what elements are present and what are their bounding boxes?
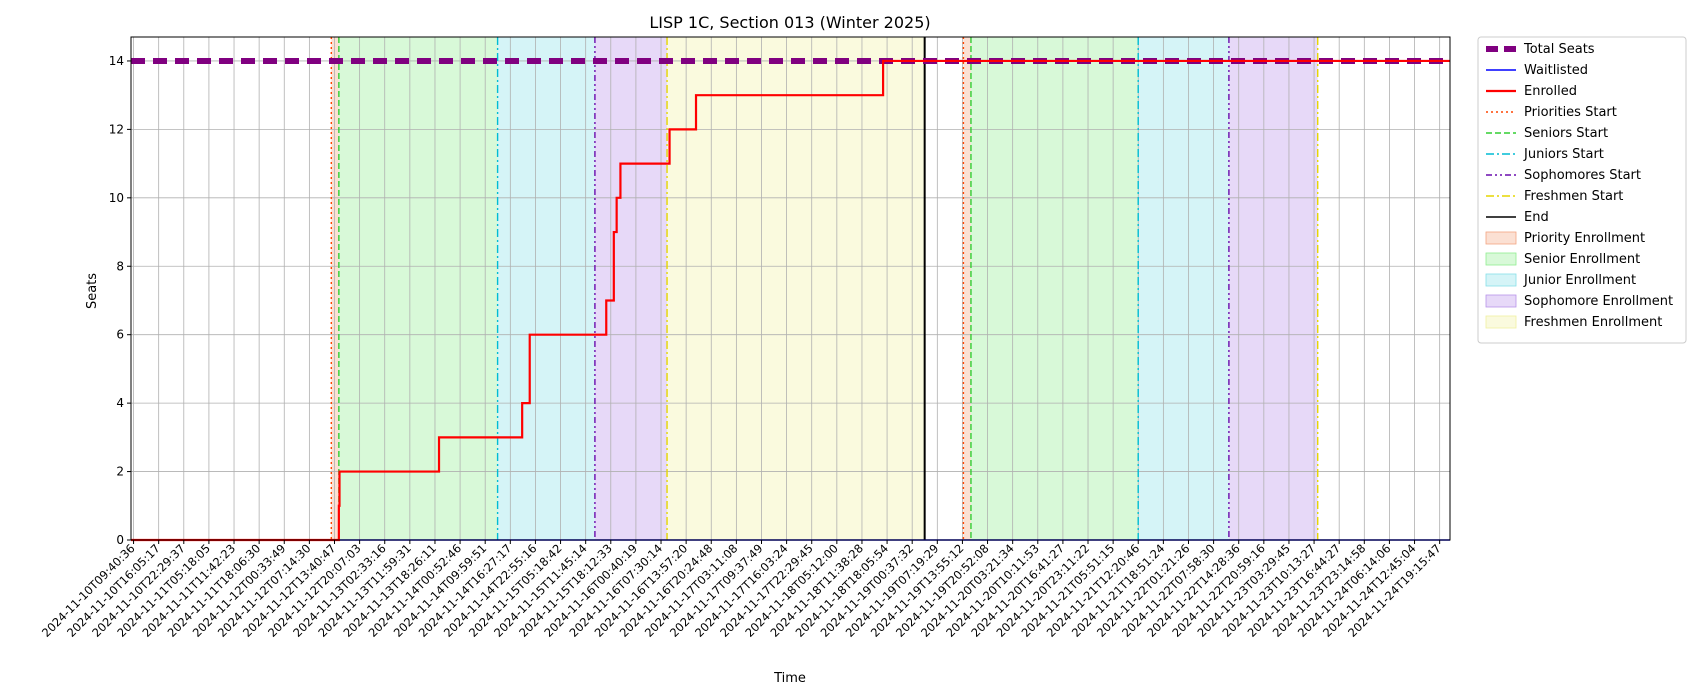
legend-box (1477, 36, 1687, 344)
legend-label-enrolled: Enrolled (1524, 84, 1577, 99)
plot-border (130, 36, 1451, 541)
legend-label-total-seats: Total Seats (1523, 42, 1595, 57)
band-1 (338, 37, 498, 540)
y-tick-label-0: 0 (116, 533, 124, 547)
band-0 (331, 37, 339, 540)
x-axis-label: Time (773, 671, 806, 686)
legend-label-sophomore-enrollment: Sophomore Enrollment (1524, 294, 1673, 309)
band-7 (1138, 37, 1229, 540)
plot-area (131, 37, 1450, 540)
y-tick-label-6: 12 (109, 122, 124, 136)
legend-label-priority-enrollment: Priority Enrollment (1524, 231, 1645, 246)
plot-frame (130, 36, 1451, 541)
band-3 (594, 37, 668, 540)
y-tick-label-7: 14 (109, 54, 124, 68)
y-tick-label-1: 2 (116, 465, 124, 479)
x-axis: 2024-11-10T09:40:362024-11-10T16:05:1720… (39, 540, 1444, 640)
phase-bands (331, 37, 1318, 540)
legend-label-sophomores-start: Sophomores Start (1524, 168, 1641, 183)
legend-label-freshmen-enrollment: Freshmen Enrollment (1524, 315, 1662, 330)
legend-swatch-junior-enrollment (1485, 273, 1517, 287)
legend-label-freshmen-start: Freshmen Start (1524, 189, 1623, 204)
legend-label-end: End (1524, 210, 1549, 225)
legend-swatch-priority-enrollment (1485, 231, 1517, 245)
series-enrolled (131, 59, 1450, 542)
band-8 (1228, 37, 1318, 540)
legend: Total Seats Waitlisted Enrolled Priorities … (1477, 36, 1687, 344)
band-5 (963, 37, 971, 540)
legend-swatch-freshmen-enrollment (1485, 315, 1517, 329)
legend-label-seniors-start: Seniors Start (1524, 126, 1608, 141)
legend-label-priorities-start: Priorities Start (1524, 105, 1617, 120)
band-4 (667, 37, 925, 540)
y-tick-label-2: 4 (116, 396, 124, 410)
phase-markers (330, 37, 1319, 540)
y-tick-label-3: 6 (116, 328, 124, 342)
legend-label-waitlisted: Waitlisted (1524, 63, 1588, 78)
y-axis-label: Seats (85, 273, 100, 309)
legend-label-junior-enrollment: Junior Enrollment (1523, 273, 1636, 288)
legend-label-senior-enrollment: Senior Enrollment (1524, 252, 1640, 267)
legend-swatch-senior-enrollment (1485, 252, 1517, 266)
y-tick-label-5: 10 (109, 191, 124, 205)
plot-background (131, 37, 1450, 540)
band-6 (970, 37, 1139, 540)
y-axis: 0 2 4 6 8 10 12 14 (109, 54, 131, 547)
band-2 (497, 37, 595, 540)
chart-title: LISP 1C, Section 013 (Winter 2025) (649, 13, 930, 32)
legend-label-juniors-start: Juniors Start (1523, 147, 1604, 162)
y-tick-label-4: 8 (116, 259, 124, 273)
legend-swatch-sophomore-enrollment (1485, 294, 1517, 308)
